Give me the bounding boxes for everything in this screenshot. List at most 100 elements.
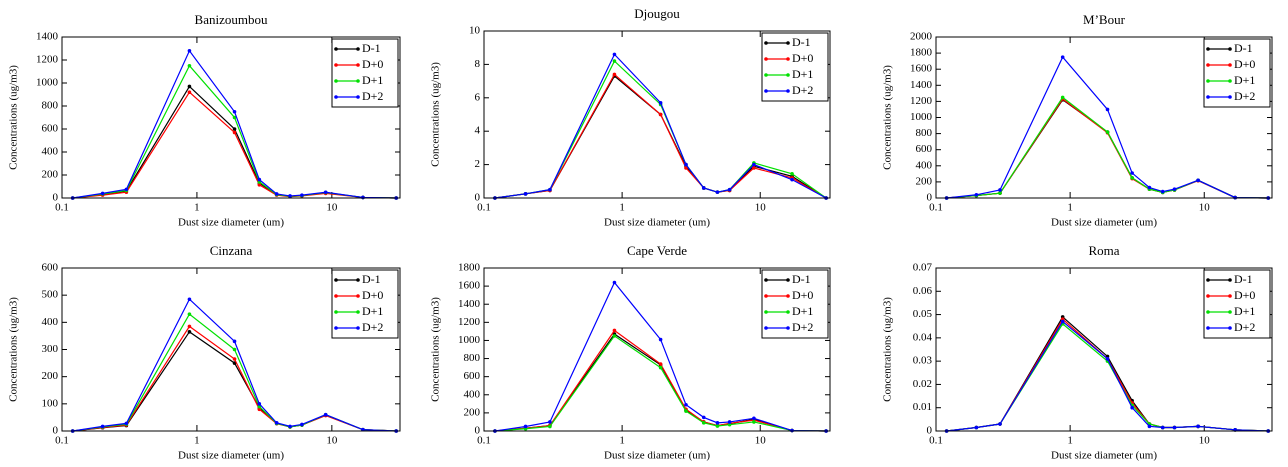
y-tick-label: 1000 — [36, 77, 59, 89]
plot-frame — [935, 36, 1273, 199]
y-tick-label: 0 — [53, 425, 59, 437]
point — [684, 162, 688, 167]
point — [274, 192, 279, 196]
point — [187, 90, 192, 94]
point — [658, 365, 663, 370]
point — [232, 127, 237, 131]
point — [701, 186, 706, 190]
point — [323, 190, 328, 195]
legend-swatch — [764, 326, 768, 330]
legend-swatch — [1206, 310, 1210, 314]
point — [684, 409, 688, 413]
point — [998, 188, 1002, 192]
legend-label: D+2 — [362, 320, 383, 334]
legend-swatch — [764, 278, 768, 282]
point — [300, 193, 304, 197]
point — [288, 424, 292, 429]
chart-title: Djougou — [634, 6, 680, 21]
point — [612, 59, 617, 63]
point — [998, 422, 1002, 426]
y-tick-label: 1400 — [910, 79, 933, 91]
series-line — [946, 56, 1269, 199]
point — [523, 424, 528, 429]
point — [752, 162, 756, 167]
legend-label: D-1 — [792, 272, 811, 286]
y-tick-label: 400 — [916, 159, 933, 171]
point — [323, 412, 328, 417]
point — [1147, 185, 1152, 190]
point — [727, 187, 732, 192]
y-tick-label: 0 — [475, 425, 481, 437]
y-tick-label: 400 — [42, 316, 59, 328]
point — [1172, 187, 1177, 191]
point — [232, 347, 237, 352]
point — [187, 63, 192, 68]
legend-swatch — [786, 89, 790, 93]
legend-swatch — [356, 95, 360, 99]
plot-frame — [483, 30, 831, 199]
point — [257, 182, 262, 187]
series-line — [946, 98, 1269, 199]
y-tick-label: 0.05 — [913, 308, 933, 320]
y-tick-label: 2 — [475, 158, 481, 170]
y-tick-label: 0 — [53, 192, 59, 204]
point — [612, 334, 617, 338]
x-tick-label: 0.1 — [55, 202, 69, 214]
x-tick-label: 1 — [619, 202, 625, 214]
y-tick-label: 4 — [475, 125, 481, 137]
y-axis-label: Concentrations (ug/m3) — [882, 297, 894, 402]
y-tick-label: 500 — [42, 289, 59, 301]
point — [187, 49, 192, 53]
y-tick-label: 600 — [916, 143, 933, 155]
series-line — [946, 98, 1269, 199]
legend-swatch — [356, 294, 360, 298]
y-tick-label: 1800 — [910, 47, 933, 59]
point — [187, 84, 192, 89]
legend-box — [1203, 269, 1271, 339]
point — [548, 420, 552, 424]
point — [1130, 171, 1134, 175]
y-tick-label: 200 — [464, 406, 481, 418]
point — [752, 416, 756, 421]
legend-label: D+1 — [1234, 73, 1255, 87]
y-axis-label: Concentrations (ug/m3) — [430, 297, 442, 402]
point — [187, 297, 192, 302]
legend-label: D-1 — [362, 272, 381, 286]
point — [701, 415, 706, 420]
legend-box — [1203, 38, 1271, 108]
y-tick-label: 0.01 — [913, 401, 932, 413]
point — [1196, 178, 1200, 183]
legend-label: D-1 — [1234, 41, 1253, 55]
y-tick-label: 6 — [475, 91, 481, 103]
legend-swatch — [764, 89, 768, 93]
point — [100, 191, 105, 196]
point — [684, 402, 688, 407]
series-line — [946, 320, 1269, 432]
legend-label: D+0 — [1234, 57, 1255, 71]
y-tick-label: 0 — [927, 192, 933, 204]
y-tick-label: 300 — [42, 343, 59, 355]
legend-swatch — [764, 73, 768, 77]
legend-swatch — [1206, 79, 1210, 83]
legend-swatch — [356, 310, 360, 314]
point — [1105, 130, 1110, 134]
x-tick-label: 10 — [1199, 202, 1211, 214]
legend-label: D+1 — [1234, 304, 1255, 318]
legend-swatch — [1228, 79, 1232, 83]
y-tick-label: 0.02 — [913, 378, 932, 390]
subplot: Cape Verde Dust size diameter (um) Concent… — [430, 243, 831, 462]
plot-frame — [61, 36, 401, 199]
point — [1160, 425, 1165, 430]
legend-swatch — [1228, 310, 1232, 314]
y-tick-label: 800 — [916, 127, 933, 139]
x-tick-label: 0.1 — [55, 435, 69, 447]
series-line — [494, 329, 827, 432]
point — [715, 421, 720, 425]
legend-swatch — [1206, 278, 1210, 282]
series-line — [72, 331, 397, 432]
legend-swatch — [1206, 95, 1210, 99]
legend-swatch — [1228, 278, 1232, 282]
point — [232, 130, 237, 135]
point — [715, 424, 720, 428]
point — [257, 402, 262, 406]
